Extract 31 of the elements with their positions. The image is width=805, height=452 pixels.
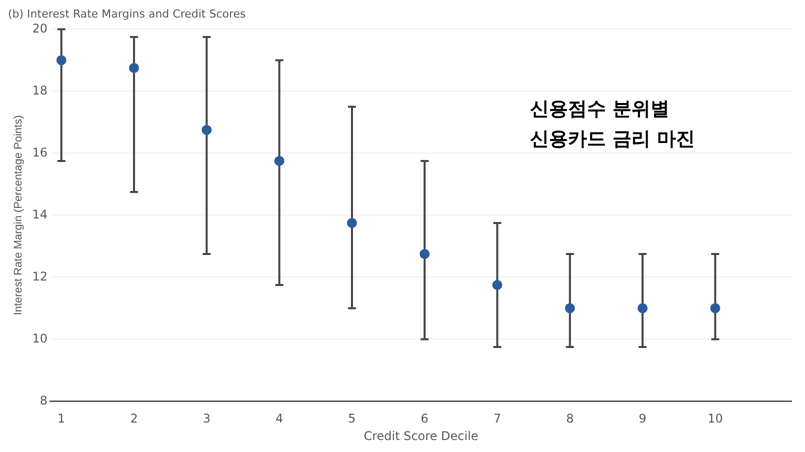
x-tick-label: 8 — [566, 412, 574, 426]
x-tick-label: 4 — [275, 412, 284, 426]
x-tick-label: 1 — [58, 412, 66, 426]
y-tick-label: 12 — [32, 269, 48, 284]
y-tick-label: 14 — [32, 207, 48, 222]
y-tick-label: 8 — [40, 393, 48, 408]
x-axis-title: Credit Score Decile — [364, 428, 478, 443]
y-tick-label: 16 — [32, 145, 48, 160]
x-tick-label: 5 — [348, 412, 356, 426]
x-tick-label: 6 — [420, 412, 428, 426]
point — [710, 303, 720, 314]
y-tick-label: 20 — [32, 21, 48, 36]
point — [420, 248, 430, 259]
x-tick-label: 10 — [708, 412, 723, 426]
x-tick-label: 7 — [493, 412, 502, 426]
point — [202, 124, 212, 135]
x-tick-label: 3 — [202, 412, 210, 426]
point — [492, 280, 502, 290]
point — [564, 303, 575, 314]
y-tick-label: 10 — [32, 331, 48, 346]
point — [56, 55, 66, 66]
x-tick-label: 2 — [130, 412, 138, 426]
point — [274, 156, 284, 166]
point — [346, 218, 357, 228]
x-tick-label: 9 — [638, 412, 646, 426]
chart-title: (b) Interest Rate Margins and Credit Scores — [8, 7, 246, 20]
annotation: 신용점수 분위별 신용카드 금리 마진 — [530, 97, 696, 152]
y-axis-title: Interest Rate Margin (Percentage Points) — [12, 115, 25, 316]
point — [129, 62, 140, 73]
point — [638, 303, 648, 314]
y-tick-label: 18 — [32, 83, 48, 98]
